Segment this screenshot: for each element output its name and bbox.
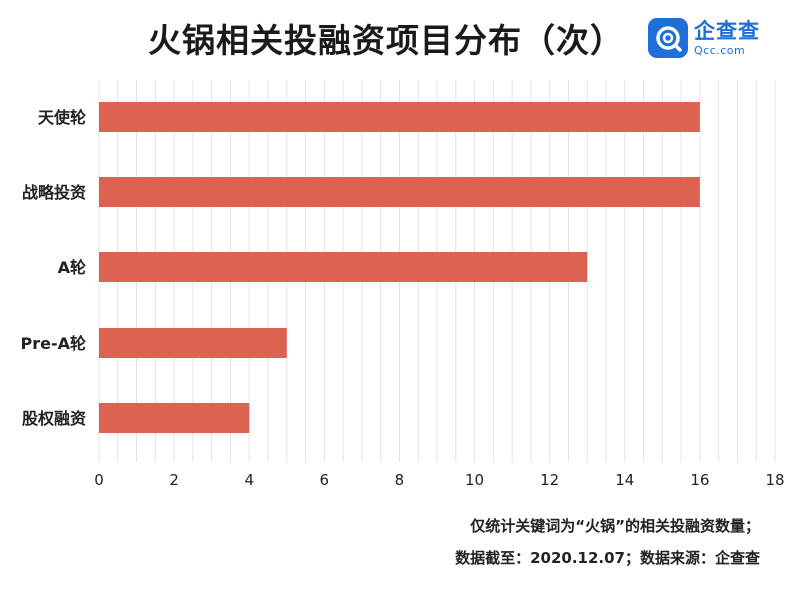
- footnote-source: 数据截至：2020.12.07；数据来源：企查查: [455, 549, 760, 567]
- category-label: 战略投资: [22, 183, 86, 202]
- x-tick-label: 14: [615, 471, 634, 489]
- x-tick-label: 8: [395, 471, 405, 489]
- x-tick-label: 10: [465, 471, 484, 489]
- x-tick-label: 12: [540, 471, 559, 489]
- x-tick-labels: 0 2 4 6 8 10 12 14 16 18: [94, 471, 784, 489]
- x-tick-label: 18: [765, 471, 784, 489]
- bars: [99, 102, 700, 433]
- qcc-logo-icon: [648, 18, 688, 58]
- x-tick-label: 6: [320, 471, 330, 489]
- category-label: 股权融资: [22, 409, 86, 428]
- bar: [99, 403, 250, 433]
- chart-title: 火锅相关投融资项目分布（次）: [148, 21, 624, 60]
- bar: [99, 328, 287, 358]
- bar: [99, 252, 588, 282]
- logo-domain: Qcc.com: [694, 43, 746, 57]
- category-label: 天使轮: [38, 108, 86, 127]
- x-tick-label: 0: [94, 471, 104, 489]
- category-label: Pre-A轮: [21, 334, 87, 353]
- x-tick-label: 16: [690, 471, 709, 489]
- x-tick-label: 4: [244, 471, 254, 489]
- logo-name: 企查查: [694, 18, 760, 43]
- bar: [99, 102, 700, 132]
- x-tick-label: 2: [169, 471, 179, 489]
- brand-logo: 企查查 Qcc.com: [648, 18, 760, 58]
- category-label: A轮: [58, 258, 86, 277]
- bar: [99, 177, 700, 207]
- footnote-scope: 仅统计关键词为“火锅”的相关投融资数量；: [470, 517, 760, 535]
- gridlines: [98, 80, 776, 462]
